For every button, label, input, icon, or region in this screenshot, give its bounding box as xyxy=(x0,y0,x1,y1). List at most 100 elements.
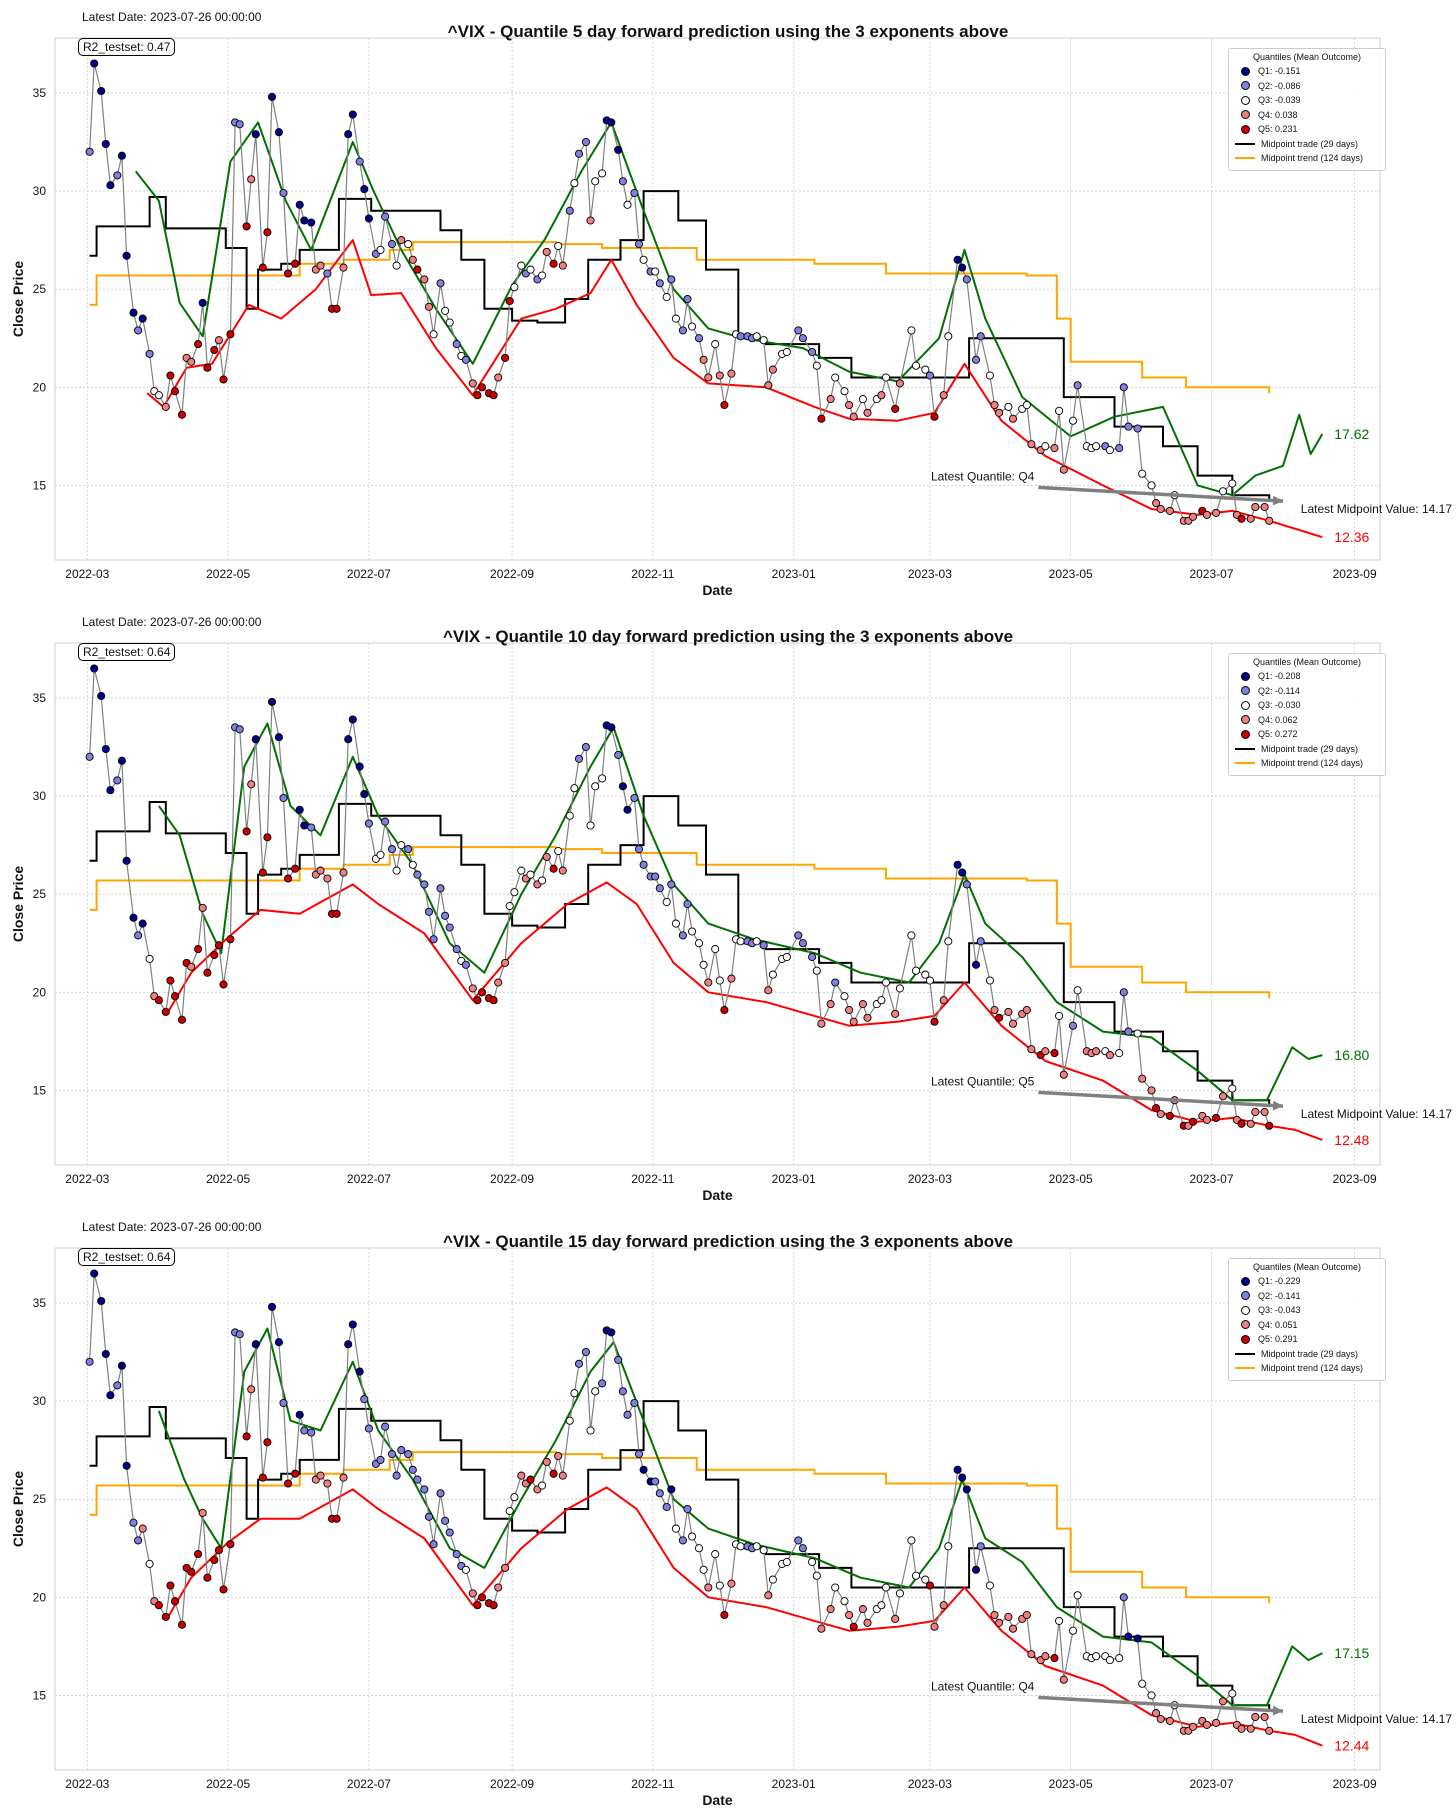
legend-label: Q2: -0.086 xyxy=(1258,80,1301,91)
close-price-point-q4 xyxy=(817,1624,826,1633)
close-price-point-q1 xyxy=(101,1349,110,1359)
close-price-point-q4 xyxy=(764,381,773,390)
close-price-point-q4 xyxy=(1004,1007,1013,1016)
close-price-point-q3 xyxy=(565,1416,574,1425)
close-price-point-q5 xyxy=(891,404,900,413)
close-price-point-q1 xyxy=(348,110,357,119)
close-price-point-q1 xyxy=(138,314,147,323)
close-price-point-q5 xyxy=(210,345,219,355)
close-price-point-q2 xyxy=(113,171,122,180)
arrow-head-icon xyxy=(1272,1100,1284,1111)
close-price-point-q5 xyxy=(501,353,510,362)
close-price-point-q3 xyxy=(782,1557,791,1567)
latest-date-label: Latest Date: 2023-07-26 00:00:00 xyxy=(82,615,262,629)
x-tick-label: 2022-07 xyxy=(347,567,391,581)
close-price-point-q4 xyxy=(1260,1107,1269,1117)
close-price-point-q5 xyxy=(1265,1121,1274,1130)
x-tick-label: 2023-05 xyxy=(1049,1777,1093,1791)
close-price-point-q4 xyxy=(990,1610,999,1620)
close-price-point-q3 xyxy=(921,365,930,374)
close-price-point-q3 xyxy=(985,976,994,985)
close-price-point-q3 xyxy=(651,267,660,276)
close-price-point-q4 xyxy=(323,1479,332,1488)
close-price-point-q2 xyxy=(574,1359,584,1368)
close-price-point-q1 xyxy=(198,298,207,307)
close-price-point-q2 xyxy=(794,931,803,940)
close-price-point-q5 xyxy=(1212,1113,1221,1122)
close-price-point-q4 xyxy=(1218,1697,1228,1706)
close-price-point-q2 xyxy=(574,754,584,763)
legend-label: Midpoint trade (29 days) xyxy=(1261,1348,1359,1359)
close-price-point-q4 xyxy=(863,1618,872,1627)
chart-plot-5day: 2022-03 2022-05 2022-07 2022-09 2022-11 2023-… xyxy=(10,37,1452,598)
x-tick-label: 2023-01 xyxy=(772,567,816,581)
lower-end-value-label: 12.48 xyxy=(1334,1132,1369,1148)
close-price-point-q2 xyxy=(279,1398,288,1408)
close-price-point-q5 xyxy=(194,340,203,349)
x-tick-label: 2022-07 xyxy=(347,1777,391,1791)
close-price-point-q3 xyxy=(662,292,671,302)
close-price-point-q1 xyxy=(274,1338,283,1347)
close-price-point-q2 xyxy=(623,1410,632,1419)
plot-frame xyxy=(54,37,1381,561)
close-price-point-q2 xyxy=(445,923,454,932)
close-price-point-q2 xyxy=(808,347,817,357)
close-price-point-q3 xyxy=(145,1559,154,1568)
close-price-point-q1 xyxy=(355,762,364,771)
close-price-point-q3 xyxy=(392,866,401,875)
close-price-point-q1 xyxy=(958,1473,967,1482)
x-tick-label: 2022-05 xyxy=(206,567,250,581)
close-price-point-q3 xyxy=(812,1571,821,1580)
legend-item-q2: Q2: -0.141 xyxy=(1233,1289,1381,1304)
close-price-point-q3 xyxy=(911,1571,921,1580)
close-price-point-q5 xyxy=(332,1514,341,1523)
close-price-point-q4 xyxy=(1246,514,1255,523)
close-price-point-q4 xyxy=(727,974,736,983)
close-price-point-q4 xyxy=(1202,1720,1211,1729)
legend-label: Q4: 0.062 xyxy=(1258,714,1298,725)
close-price-point-q2 xyxy=(436,279,445,288)
legend-item-q2: Q2: -0.086 xyxy=(1233,79,1381,94)
close-price-point-q2 xyxy=(307,1428,316,1437)
close-price-point-q1 xyxy=(129,913,138,922)
close-price-point-q5 xyxy=(925,1581,934,1590)
close-price-point-q3 xyxy=(925,976,934,985)
legend-item-q1: Q1: -0.229 xyxy=(1233,1274,1381,1289)
close-price-point-q1 xyxy=(106,786,115,795)
close-price-point-q2 xyxy=(655,279,664,288)
close-price-point-q4 xyxy=(891,1614,900,1623)
close-price-point-q4 xyxy=(1265,1726,1274,1735)
legend-label: Midpoint trend (124 days) xyxy=(1261,1363,1364,1373)
x-tick-label: 2023-01 xyxy=(772,1777,816,1791)
legend-title: Quantiles (Mean Outcome) xyxy=(1252,1262,1362,1272)
close-price-point-q3 xyxy=(1055,1616,1064,1625)
y-tick-label: 25 xyxy=(33,1492,47,1506)
lower-band-line xyxy=(146,239,1323,539)
close-price-point-q3 xyxy=(510,888,519,897)
close-price-point-q4 xyxy=(468,379,477,388)
close-price-point-q2 xyxy=(759,941,768,950)
close-price-point-q3 xyxy=(782,347,791,357)
close-price-point-q3 xyxy=(907,931,916,940)
close-price-point-q4 xyxy=(501,1563,510,1572)
close-price-point-q1 xyxy=(295,805,304,814)
close-price-point-q2 xyxy=(387,845,397,854)
latest-quantile-label: Latest Quantile: Q5 xyxy=(931,1074,1035,1088)
close-price-point-q5 xyxy=(1050,1049,1059,1058)
close-price-point-q4 xyxy=(494,1583,503,1592)
close-price-point-q2 xyxy=(441,1516,450,1525)
close-price-point-q4 xyxy=(1202,1115,1211,1124)
close-price-point-q1 xyxy=(344,735,353,744)
close-price-point-q3 xyxy=(671,919,680,928)
close-price-point-q4 xyxy=(858,1605,867,1614)
close-price-point-q2 xyxy=(376,1455,385,1464)
close-price-point-q1 xyxy=(101,744,110,754)
close-price-point-q4 xyxy=(1050,444,1059,453)
close-price-point-q4 xyxy=(424,302,434,311)
close-price-point-q3 xyxy=(570,179,579,188)
close-price-point-q3 xyxy=(510,1493,519,1502)
midpoint-trade-line xyxy=(89,190,1271,502)
midpoint-trade-line xyxy=(89,795,1271,1107)
close-price-point-q4 xyxy=(494,373,503,382)
close-price-point-q3 xyxy=(1004,402,1013,411)
